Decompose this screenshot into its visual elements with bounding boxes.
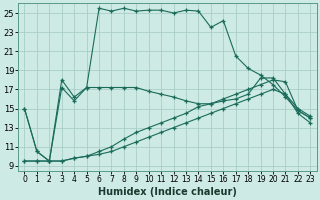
X-axis label: Humidex (Indice chaleur): Humidex (Indice chaleur) [98,187,237,197]
